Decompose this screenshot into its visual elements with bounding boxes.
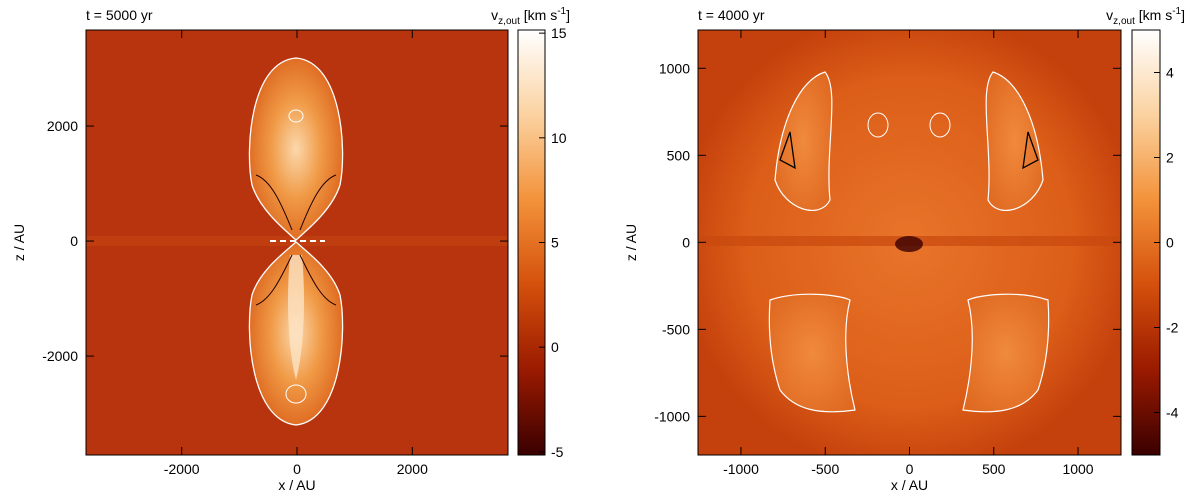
x-axis-label: x / AU bbox=[891, 477, 928, 493]
colorbar-tick-label: 0 bbox=[1166, 235, 1174, 251]
colorbar-tick-label: -4 bbox=[1166, 405, 1179, 421]
colorbar-tick-label: 0 bbox=[551, 339, 559, 355]
x-tick-label: -1000 bbox=[723, 461, 759, 477]
panel-title: t = 4000 yr bbox=[698, 7, 765, 23]
y-axis-label: z / AU bbox=[623, 224, 639, 261]
colorbar-label-part: [km s bbox=[1135, 7, 1172, 23]
colorbar-tick-label: 5 bbox=[551, 235, 559, 251]
colorbar-label-part: -1 bbox=[1172, 6, 1181, 17]
heatmap-image bbox=[698, 30, 1121, 455]
x-tick-label: -500 bbox=[811, 461, 839, 477]
colorbar-label-part: z,out bbox=[498, 16, 520, 27]
colorbar-label: vz,out [km s-1] bbox=[491, 6, 570, 27]
colorbar-tick-label: 4 bbox=[1166, 65, 1174, 81]
x-tick-label: -2000 bbox=[164, 461, 200, 477]
x-tick-label: 2000 bbox=[397, 461, 428, 477]
panel-title: t = 5000 yr bbox=[86, 7, 153, 23]
colorbar-tick-label: -2 bbox=[1166, 320, 1179, 336]
x-tick-label: 0 bbox=[293, 461, 301, 477]
colorbar-label-part: ] bbox=[566, 7, 570, 23]
y-tick-label: -2000 bbox=[42, 348, 78, 364]
x-axis-label: x / AU bbox=[278, 477, 315, 493]
y-tick-label: -1000 bbox=[654, 408, 690, 424]
colorbar-tick-label: -5 bbox=[551, 444, 564, 460]
colorbar-tick-label: 2 bbox=[1166, 150, 1174, 166]
y-tick-label: 1000 bbox=[659, 60, 690, 76]
y-axis-label: z / AU bbox=[11, 224, 27, 261]
colorbar-label: vz,out [km s-1] bbox=[1106, 6, 1185, 27]
colorbar-tick-label: 15 bbox=[551, 25, 567, 41]
colorbar-label-part: [km s bbox=[520, 7, 557, 23]
x-tick-label: 1000 bbox=[1062, 461, 1093, 477]
y-tick-label: -500 bbox=[662, 321, 690, 337]
y-tick-label: 0 bbox=[682, 234, 690, 250]
colorbar-label-part: -1 bbox=[557, 6, 566, 17]
x-tick-label: 500 bbox=[982, 461, 1006, 477]
y-tick-label: 2000 bbox=[47, 118, 78, 134]
colorbar-label-part: ] bbox=[1181, 7, 1185, 23]
y-tick-label: 0 bbox=[70, 233, 78, 249]
colorbar-label-part: v bbox=[1106, 7, 1113, 23]
heatmap-image bbox=[86, 30, 508, 455]
colorbar-tick-label: 10 bbox=[551, 130, 567, 146]
colorbar-label-part: v bbox=[491, 7, 498, 23]
colorbar-label-part: z,out bbox=[1113, 16, 1135, 27]
y-tick-label: 500 bbox=[667, 147, 691, 163]
x-tick-label: 0 bbox=[906, 461, 914, 477]
